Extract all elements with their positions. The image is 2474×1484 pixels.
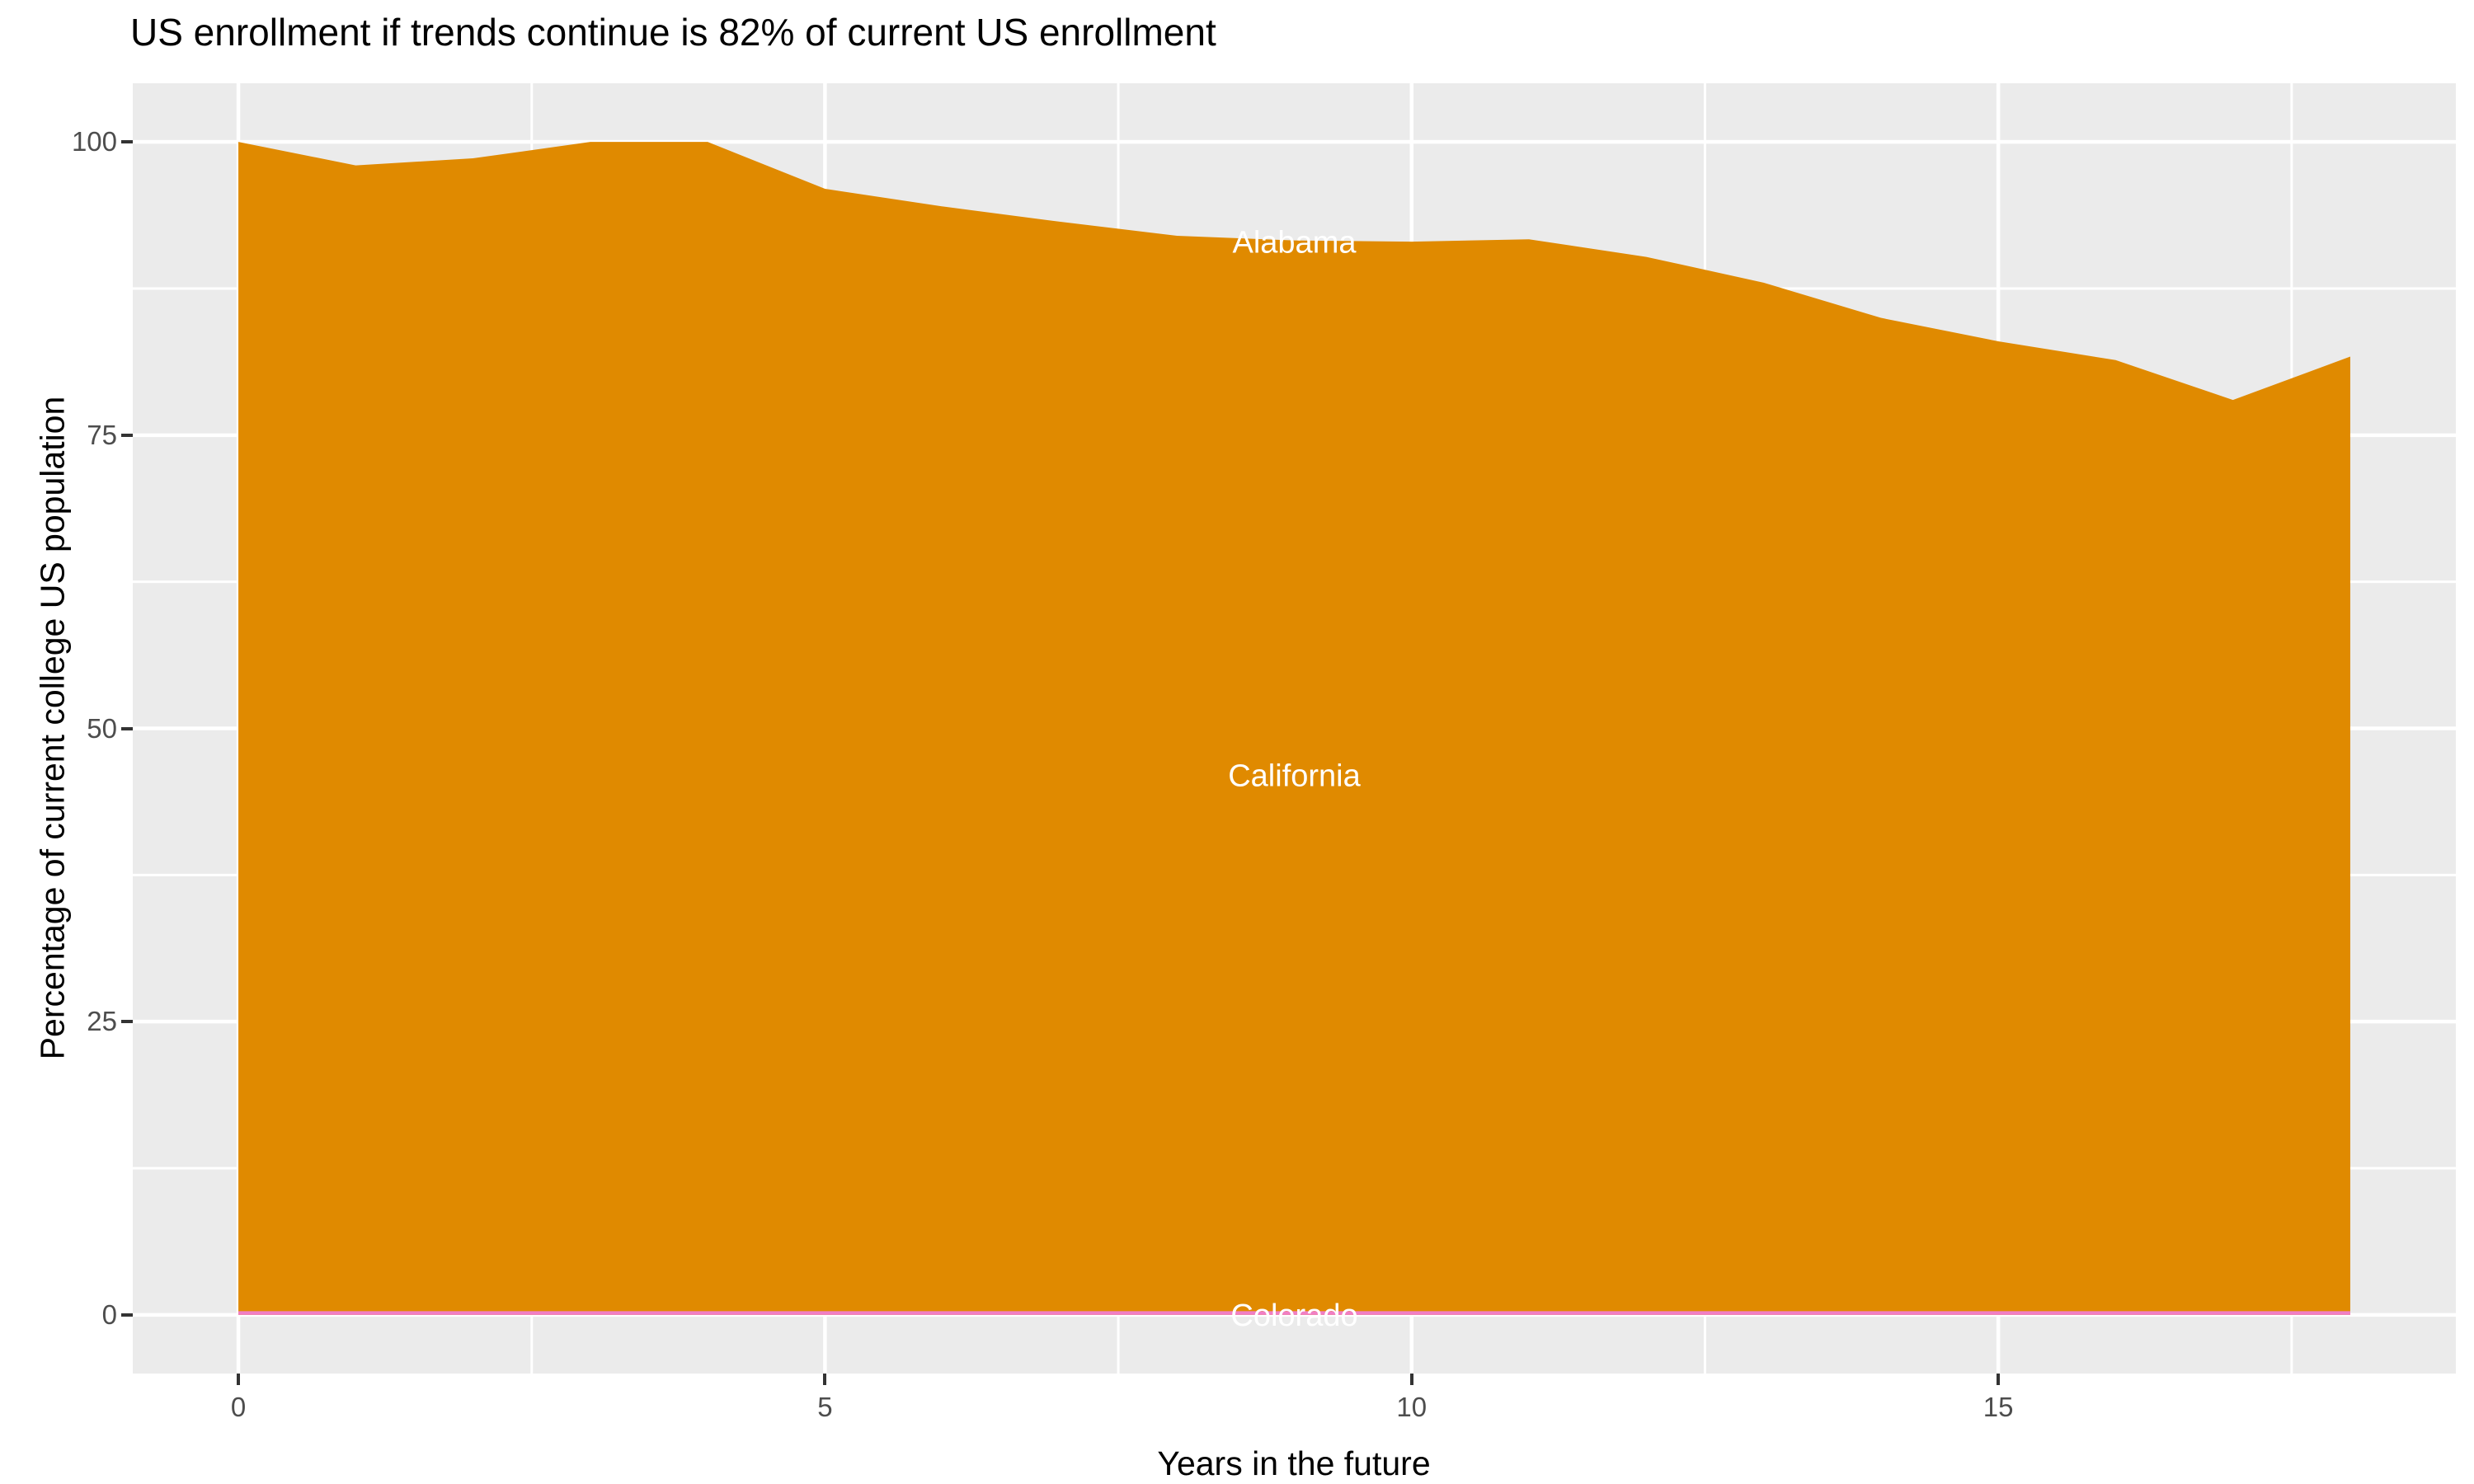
y-tick-mark <box>121 726 133 730</box>
y-tick-label: 75 <box>87 419 117 450</box>
x-tick-mark <box>1997 1374 2001 1385</box>
y-tick-label: 25 <box>87 1006 117 1037</box>
x-tick-mark <box>1409 1374 1413 1385</box>
band-label-alabama: Alabama <box>1233 225 1357 260</box>
chart-svg: Alabama California Colorado <box>133 83 2456 1374</box>
x-tick-label: 5 <box>817 1392 833 1422</box>
chart-title: US enrollment if trends continue is 82% … <box>130 11 1216 54</box>
x-tick-mark <box>237 1374 241 1385</box>
x-tick-label: 15 <box>1982 1392 2014 1422</box>
band-label-colorado: Colorado <box>1230 1298 1357 1333</box>
y-tick-label: 0 <box>101 1298 117 1330</box>
y-tick-label: 50 <box>87 712 117 744</box>
x-axis-title: Years in the future <box>1157 1444 1431 1482</box>
x-tick-mark <box>823 1374 827 1385</box>
x-tick-label: 10 <box>1396 1392 1427 1422</box>
y-tick-mark <box>121 1020 133 1024</box>
y-tick-mark <box>121 1313 133 1317</box>
y-tick-label: 100 <box>71 126 117 157</box>
stacked-area-colorado-sliver <box>238 1311 2350 1315</box>
stacked-area-california <box>238 142 2350 1315</box>
y-tick-mark <box>121 140 133 144</box>
band-label-california: California <box>1228 759 1361 794</box>
plot-panel: Alabama California Colorado <box>133 83 2456 1374</box>
x-tick-label: 0 <box>230 1392 247 1422</box>
y-tick-mark <box>121 433 133 437</box>
